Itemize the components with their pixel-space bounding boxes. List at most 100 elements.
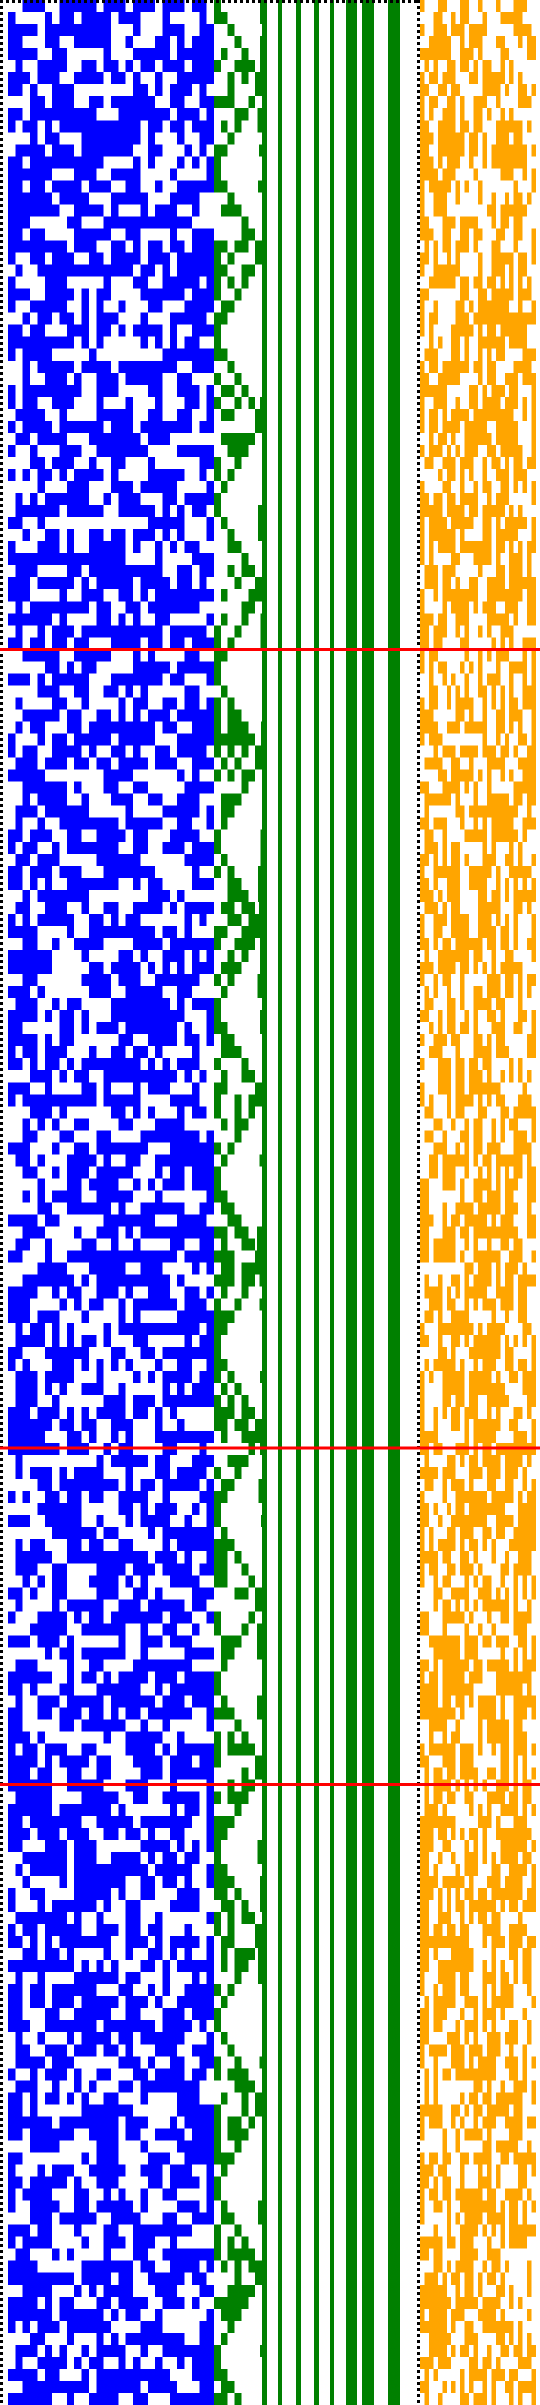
noise-cell [509, 432, 514, 457]
noise-cell [451, 144, 456, 157]
staircase-cell [241, 1262, 249, 1275]
noise-cell [424, 613, 429, 626]
noise-cell [464, 348, 470, 373]
noise-cell [15, 625, 23, 638]
noise-cell [118, 72, 126, 85]
noise-cell [531, 1418, 536, 1431]
noise-cell [177, 1936, 185, 1949]
staircase-cell [241, 444, 249, 457]
noise-cell [513, 1527, 519, 1540]
noise-cell [59, 625, 67, 638]
noise-cell [513, 481, 519, 494]
noise-cell [96, 2068, 104, 2081]
noise-cell [184, 1683, 200, 1696]
noise-cell [118, 673, 141, 686]
noise-cell [531, 2152, 536, 2177]
noise-cell [52, 2080, 60, 2093]
staircase-cell [234, 2056, 242, 2069]
noise-cell [455, 757, 461, 782]
noise-cell [111, 1863, 126, 1876]
noise-cell [162, 1515, 170, 1528]
noise-cell [162, 1527, 170, 1540]
noise-cell [125, 2332, 134, 2345]
noise-cell [74, 468, 104, 482]
noise-cell [52, 1563, 67, 1576]
noise-cell [433, 974, 438, 999]
noise-cell [491, 1743, 496, 1756]
noise-cell [191, 661, 200, 674]
vertical-stripe [330, 0, 334, 2405]
staircase-cell [227, 1406, 235, 1419]
noise-cell [37, 1106, 45, 1119]
noise-cell [155, 252, 163, 265]
noise-cell [22, 120, 31, 133]
noise-cell [206, 1551, 214, 1564]
noise-cell [74, 1178, 82, 1191]
noise-cell [59, 589, 67, 602]
noise-cell [486, 1659, 492, 1672]
noise-cell [74, 733, 82, 746]
noise-cell [433, 1659, 438, 1684]
noise-cell [155, 1551, 178, 1564]
noise-cell [451, 1984, 456, 1997]
noise-cell [118, 613, 126, 626]
noise-cell [437, 1791, 443, 1804]
staircase-cell [220, 1238, 228, 1251]
noise-cell [37, 468, 45, 482]
noise-cell [460, 324, 465, 337]
noise-cell [37, 60, 45, 73]
noise-cell [522, 336, 528, 373]
noise-cell [177, 962, 185, 975]
noise-cell [162, 1382, 170, 1395]
stripe-segment [260, 613, 266, 650]
noise-cell [513, 2020, 519, 2045]
noise-cell [451, 432, 456, 445]
noise-cell [147, 1226, 156, 1239]
noise-cell [206, 288, 214, 301]
noise-cell [74, 1924, 82, 1937]
noise-cell [527, 1443, 532, 1468]
noise-cell [155, 1911, 163, 1925]
noise-cell [491, 2044, 496, 2057]
staircase-cell [214, 96, 221, 109]
noise-cell [522, 2044, 528, 2069]
noise-cell [140, 1815, 156, 1828]
noise-cell [8, 913, 16, 926]
noise-cell [125, 913, 134, 926]
staircase-cell [220, 1875, 228, 1888]
noise-cell [531, 420, 536, 445]
noise-cell [464, 1334, 470, 1347]
noise-cell [8, 1707, 23, 1720]
noise-cell [52, 1575, 60, 1588]
noise-cell [504, 1563, 510, 1576]
noise-cell [184, 745, 200, 758]
noise-cell [460, 1130, 465, 1143]
noise-cell [133, 1743, 148, 1756]
noise-cell [460, 1515, 465, 1528]
noise-cell [15, 24, 38, 37]
noise-cell [81, 2032, 97, 2045]
noise-cell [473, 36, 478, 49]
staircase-cell [214, 769, 221, 782]
noise-cell [531, 974, 536, 987]
noise-cell [59, 84, 67, 97]
noise-cell [177, 2200, 192, 2213]
noise-cell [15, 1815, 23, 1828]
noise-cell [140, 589, 148, 602]
noise-cell [184, 1803, 200, 1816]
noise-cell [451, 324, 456, 349]
staircase-cell [234, 1094, 242, 1107]
noise-cell [52, 745, 67, 758]
noise-cell [103, 1226, 111, 1239]
noise-cell [504, 1683, 510, 1696]
noise-cell [22, 348, 45, 361]
noise-cell [96, 721, 104, 734]
noise-cell [206, 1226, 214, 1239]
noise-cell [495, 1911, 501, 1925]
noise-cell [504, 829, 510, 842]
staircase-cell [248, 913, 256, 926]
staircase-cell [220, 1118, 228, 1131]
noise-cell [74, 889, 89, 902]
noise-cell [478, 1166, 483, 1191]
noise-cell [522, 2068, 528, 2093]
